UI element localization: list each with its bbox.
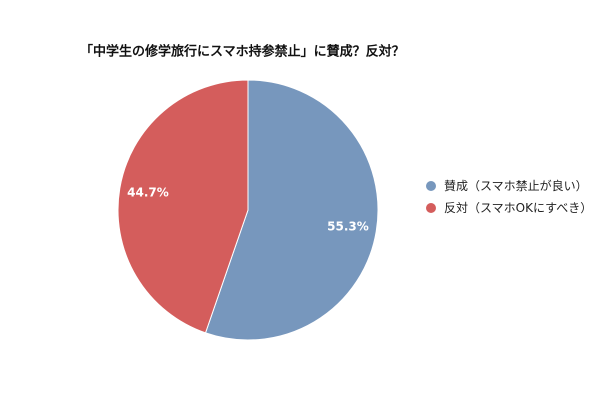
data-label: 55.3% <box>327 219 369 233</box>
legend-item: 反対（スマホOKにすべき） <box>426 200 598 216</box>
legend: 賛成（スマホ禁止が良い） 反対（スマホOKにすべき） <box>426 178 598 222</box>
data-label: 44.7% <box>127 186 169 200</box>
legend-label: 賛成（スマホ禁止が良い） <box>444 179 588 193</box>
pie-slice <box>117 79 249 334</box>
legend-item: 賛成（スマホ禁止が良い） <box>426 178 598 194</box>
chart-title: 「中学生の修学旅行にスマホ持参禁止」に賛成？反対？ <box>80 44 405 60</box>
legend-label: 反対（スマホOKにすべき） <box>444 201 593 215</box>
legend-marker <box>426 203 436 213</box>
pie-slice <box>204 79 379 341</box>
legend-marker <box>426 181 436 191</box>
